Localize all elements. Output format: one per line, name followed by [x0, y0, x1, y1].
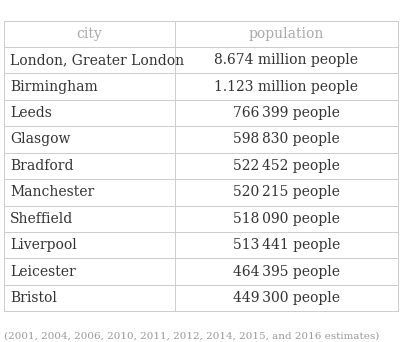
Text: Liverpool: Liverpool — [10, 238, 77, 252]
Text: 464 395 people: 464 395 people — [232, 265, 339, 279]
Text: 520 215 people: 520 215 people — [233, 185, 339, 199]
Text: 518 090 people: 518 090 people — [233, 212, 339, 226]
Text: population: population — [248, 27, 323, 41]
Text: (2001, 2004, 2006, 2010, 2011, 2012, 2014, 2015, and 2016 estimates): (2001, 2004, 2006, 2010, 2011, 2012, 201… — [4, 331, 379, 340]
Text: Leicester: Leicester — [10, 265, 76, 279]
Text: 766 399 people: 766 399 people — [233, 106, 339, 120]
Text: 522 452 people: 522 452 people — [233, 159, 339, 173]
Text: Glasgow: Glasgow — [10, 132, 70, 146]
Text: Bristol: Bristol — [10, 291, 57, 305]
Text: Bradford: Bradford — [10, 159, 73, 173]
Text: 449 300 people: 449 300 people — [232, 291, 339, 305]
Text: city: city — [76, 27, 102, 41]
Text: Sheffield: Sheffield — [10, 212, 73, 226]
Text: 8.674 million people: 8.674 million people — [214, 53, 358, 67]
Text: 598 830 people: 598 830 people — [233, 132, 339, 146]
Text: Manchester: Manchester — [10, 185, 94, 199]
Text: 1.123 million people: 1.123 million people — [214, 80, 358, 94]
Text: 513 441 people: 513 441 people — [232, 238, 339, 252]
Text: London, Greater London: London, Greater London — [10, 53, 184, 67]
Text: Birmingham: Birmingham — [10, 80, 97, 94]
Text: Leeds: Leeds — [10, 106, 52, 120]
